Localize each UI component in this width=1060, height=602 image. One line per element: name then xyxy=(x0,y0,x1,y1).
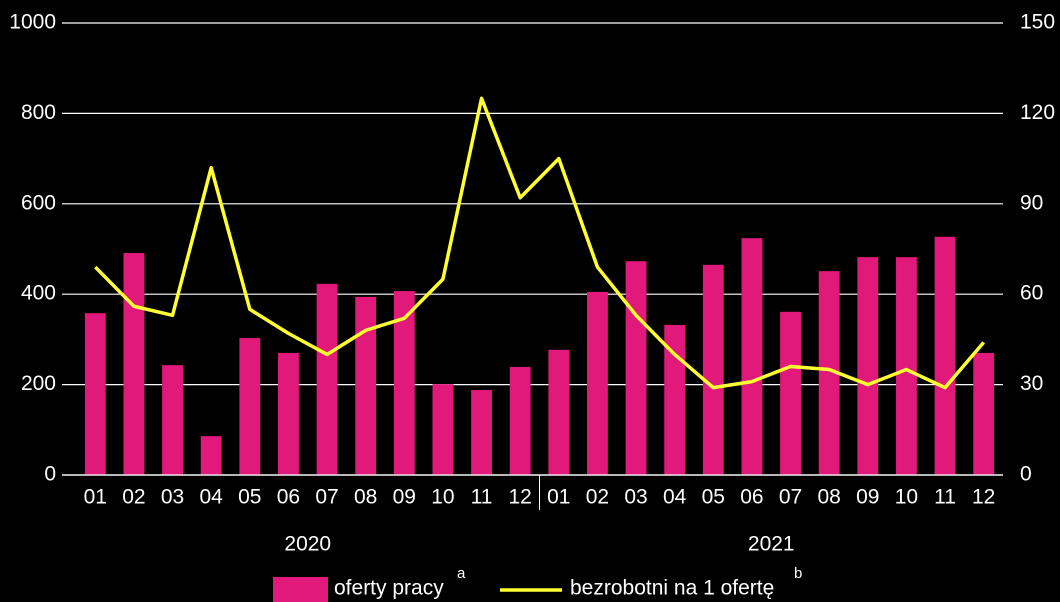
bar xyxy=(316,283,338,475)
y2-tick-label: 60 xyxy=(1020,282,1043,305)
y-tick-label: 400 xyxy=(21,282,56,305)
y-tick-label: 600 xyxy=(21,191,56,214)
x-tick-label: 08 xyxy=(818,486,841,509)
year-label: 2021 xyxy=(748,533,795,556)
bar xyxy=(548,349,570,475)
bar xyxy=(934,236,956,475)
y2-tick-label: 120 xyxy=(1020,101,1055,124)
bar xyxy=(857,257,879,475)
y-tick-label: 1000 xyxy=(9,11,56,34)
bar xyxy=(355,296,377,475)
bar xyxy=(393,291,415,475)
year-label: 2020 xyxy=(284,533,331,556)
x-tick-label: 03 xyxy=(161,486,184,509)
bar xyxy=(471,390,492,475)
x-tick-label: 07 xyxy=(315,486,338,509)
x-tick-label: 05 xyxy=(702,486,725,509)
x-tick-label: 09 xyxy=(856,486,879,509)
x-tick-label: 04 xyxy=(200,486,224,509)
bar xyxy=(818,271,840,475)
y-tick-label: 0 xyxy=(44,463,56,486)
legend-label: oferty pracy xyxy=(334,577,444,600)
x-tick-label: 07 xyxy=(779,486,802,509)
bar xyxy=(896,257,917,475)
bar xyxy=(587,291,608,475)
bar xyxy=(664,324,686,475)
y2-tick-label: 150 xyxy=(1020,11,1055,34)
bar xyxy=(780,311,801,475)
x-tick-label: 04 xyxy=(663,486,687,509)
y2-tick-label: 0 xyxy=(1020,463,1032,486)
x-tick-label: 11 xyxy=(471,486,493,509)
x-tick-label: 06 xyxy=(277,486,300,509)
x-tick-label: 12 xyxy=(509,486,532,509)
legend-swatch xyxy=(273,577,328,602)
legend-label: bezrobotni na 1 ofertę xyxy=(570,577,774,600)
x-tick-label: 09 xyxy=(393,486,416,509)
x-tick-label: 01 xyxy=(84,486,107,509)
x-tick-label: 08 xyxy=(354,486,377,509)
x-tick-label: 01 xyxy=(547,486,570,509)
y2-tick-label: 30 xyxy=(1020,372,1043,395)
x-tick-label: 06 xyxy=(740,486,763,509)
x-tick-label: 05 xyxy=(238,486,261,509)
y-tick-label: 200 xyxy=(21,372,56,395)
x-tick-label: 02 xyxy=(586,486,609,509)
bar xyxy=(200,436,222,475)
bar xyxy=(162,365,183,475)
y-tick-label: 800 xyxy=(21,101,56,124)
bar xyxy=(702,264,724,475)
bar xyxy=(625,261,647,475)
x-tick-label: 11 xyxy=(934,486,956,509)
y2-tick-label: 90 xyxy=(1020,191,1043,214)
bar xyxy=(741,238,763,475)
bar xyxy=(278,352,299,475)
bar xyxy=(84,313,106,475)
x-tick-label: 03 xyxy=(624,486,647,509)
line xyxy=(94,96,986,390)
bar xyxy=(509,366,531,475)
x-tick-label: 10 xyxy=(895,486,918,509)
x-tick-label: 10 xyxy=(431,486,454,509)
bar xyxy=(239,338,261,475)
x-tick-label: 12 xyxy=(972,486,995,509)
legend-note: b xyxy=(794,565,802,582)
x-tick-label: 02 xyxy=(122,486,145,509)
bar xyxy=(973,352,995,475)
bar xyxy=(432,384,454,475)
legend-note: a xyxy=(457,565,466,582)
bar xyxy=(123,253,145,475)
